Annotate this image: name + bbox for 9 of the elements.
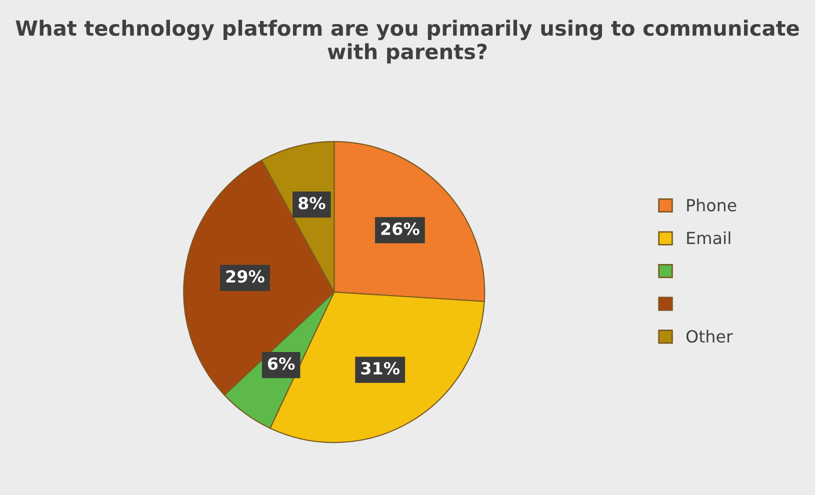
data-label: 6% (268, 357, 295, 370)
legend-label: Other (686, 330, 733, 343)
chart-title: What technology platform are you primarily using to communicate with parents? (16, 20, 799, 64)
data-label: 31% (361, 362, 400, 375)
data-label: 29% (226, 270, 264, 283)
data-label: 8% (298, 196, 326, 210)
data-label: 26% (381, 222, 420, 236)
legend-label: Phone (687, 198, 736, 212)
legend-label: Email (687, 231, 730, 244)
